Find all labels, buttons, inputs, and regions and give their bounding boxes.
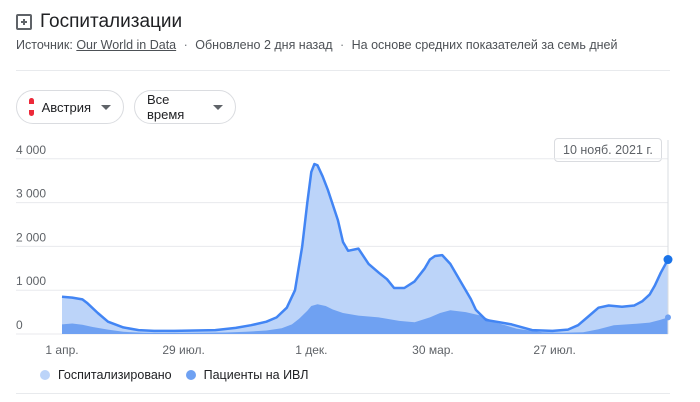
austria-flag-icon — [29, 98, 34, 116]
y-tick-label: 1 000 — [16, 274, 46, 288]
chart-legend: Госпитализировано Пациенты на ИВЛ — [40, 368, 322, 382]
source-line: Источник: Our World in Data · Обновлено … — [16, 38, 617, 52]
series-area-hospitalized — [62, 164, 668, 334]
chevron-down-icon — [101, 104, 111, 110]
y-tick-label: 0 — [16, 318, 23, 332]
flag-stripe-middle — [29, 104, 34, 110]
country-label: Австрия — [41, 99, 91, 115]
x-tick-label: 27 июл. — [533, 343, 575, 357]
updated-text: Обновлено 2 дня назад — [195, 38, 333, 52]
y-tick-label: 3 000 — [16, 187, 46, 201]
legend-hospitalized[interactable]: Госпитализировано — [40, 368, 172, 382]
flag-stripe-top — [29, 98, 34, 104]
period-select[interactable]: Все время — [134, 90, 236, 124]
page-title: Госпитализации — [40, 11, 183, 32]
series-area-ventilated — [62, 304, 668, 334]
expand-plus-icon[interactable] — [16, 14, 32, 30]
hover-point-hospitalized — [663, 255, 673, 265]
y-tick-label: 2 000 — [16, 230, 46, 244]
flag-stripe-bottom — [29, 110, 34, 116]
basis-text: На основе средних показателей за семь дн… — [351, 38, 618, 52]
chevron-down-icon — [213, 104, 223, 110]
legend-ventilated[interactable]: Пациенты на ИВЛ — [185, 368, 309, 382]
chart-series — [61, 140, 673, 334]
date-tooltip: 10 нояб. 2021 г. — [554, 138, 662, 162]
x-tick-label: 29 июл. — [162, 343, 204, 357]
source-link[interactable]: Our World in Data — [76, 38, 177, 52]
legend-dot-ventilated — [185, 370, 196, 380]
x-tick-label: 1 дек. — [295, 343, 327, 357]
x-tick-label: 1 апр. — [45, 343, 78, 357]
legend-dot-hospitalized — [40, 370, 50, 380]
header-divider — [16, 70, 670, 71]
separator-dot: · — [183, 38, 188, 52]
series-line-hospitalized — [61, 162, 670, 333]
x-tick-label: 30 мар. — [412, 343, 454, 357]
hover-point-ventilated — [665, 314, 671, 321]
y-axis-labels: 0 1 000 2 000 3 000 4 000 — [16, 143, 46, 332]
legend-hospitalized-label: Госпитализировано — [58, 368, 172, 382]
grid-lines — [16, 158, 668, 335]
source-label: Источник: — [16, 38, 73, 52]
legend-ventilated-label: Пациенты на ИВЛ — [203, 368, 309, 382]
x-axis-labels: 1 апр. 29 июл. 1 дек. 30 мар. 27 июл. — [45, 343, 575, 357]
card-header: Госпитализации — [16, 8, 182, 36]
separator-dot: · — [340, 38, 345, 52]
period-label: Все время — [147, 92, 185, 122]
footer-divider — [16, 393, 670, 394]
y-tick-label: 4 000 — [16, 143, 46, 157]
country-select[interactable]: Австрия — [16, 90, 124, 124]
